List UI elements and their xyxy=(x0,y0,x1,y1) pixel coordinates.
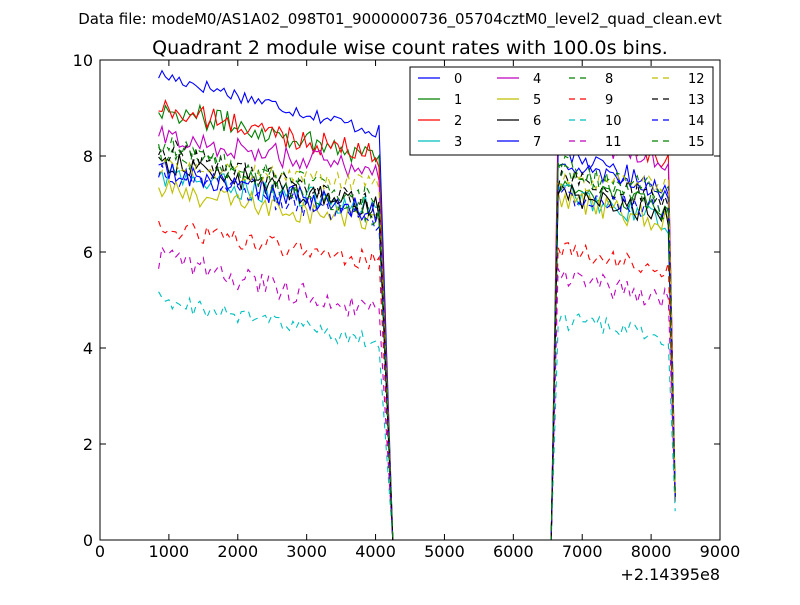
x-offset-label: +2.14395e8 xyxy=(620,565,720,584)
legend-label-15: 15 xyxy=(688,135,705,150)
legend-label-2: 2 xyxy=(454,114,462,129)
x-tick-label: 0 xyxy=(95,542,105,561)
plot-frame xyxy=(99,59,721,541)
legend-label-1: 1 xyxy=(454,93,462,108)
x-tick-label: 4000 xyxy=(355,542,396,561)
legend-label-14: 14 xyxy=(688,114,705,129)
chart-suptitle: Data file: modeM0/AS1A02_098T01_90000007… xyxy=(78,10,722,29)
series-line-11 xyxy=(158,245,676,541)
series-layer xyxy=(158,69,676,541)
legend-label-6: 6 xyxy=(533,114,541,129)
series-line-15 xyxy=(158,136,676,541)
legend-label-12: 12 xyxy=(688,72,705,87)
x-tick-label: 6000 xyxy=(493,542,534,561)
x-tick-label: 1000 xyxy=(149,542,190,561)
y-tick-label: 0 xyxy=(83,531,93,550)
x-tick-label: 5000 xyxy=(424,542,465,561)
legend-label-8: 8 xyxy=(605,72,613,87)
legend-label-4: 4 xyxy=(533,72,541,87)
x-axis: 0 1000 2000 3000 4000 5000 6000 7000 8000 9000 xyxy=(95,60,740,561)
series-line-12 xyxy=(158,157,676,541)
chart-title: Quadrant 2 module wise count rates with … xyxy=(152,37,668,59)
series-line-9 xyxy=(158,220,676,541)
y-tick-label: 10 xyxy=(73,51,93,70)
x-tick-label: 8000 xyxy=(631,542,672,561)
y-tick-label: 6 xyxy=(83,243,93,262)
series-line-6 xyxy=(158,153,676,541)
series-line-10 xyxy=(158,291,676,541)
series-line-0 xyxy=(158,69,676,541)
legend-label-10: 10 xyxy=(605,114,622,129)
legend-label-0: 0 xyxy=(454,72,462,87)
x-tick-label: 9000 xyxy=(700,542,741,561)
series-line-8 xyxy=(158,143,676,541)
x-tick-label: 7000 xyxy=(562,542,603,561)
legend-label-3: 3 xyxy=(454,135,462,150)
series-line-14 xyxy=(158,162,676,541)
x-tick-label: 3000 xyxy=(286,542,327,561)
legend-label-7: 7 xyxy=(533,135,541,150)
legend-label-5: 5 xyxy=(533,93,541,108)
legend-label-13: 13 xyxy=(688,93,705,108)
y-tick-label: 4 xyxy=(83,339,93,358)
x-tick-label: 2000 xyxy=(217,542,258,561)
legend-box xyxy=(409,66,714,156)
legend-label-9: 9 xyxy=(605,93,613,108)
series-line-5 xyxy=(158,178,676,541)
y-tick-label: 2 xyxy=(83,435,93,454)
legend-label-11: 11 xyxy=(605,135,622,150)
y-tick-label: 8 xyxy=(83,147,93,166)
